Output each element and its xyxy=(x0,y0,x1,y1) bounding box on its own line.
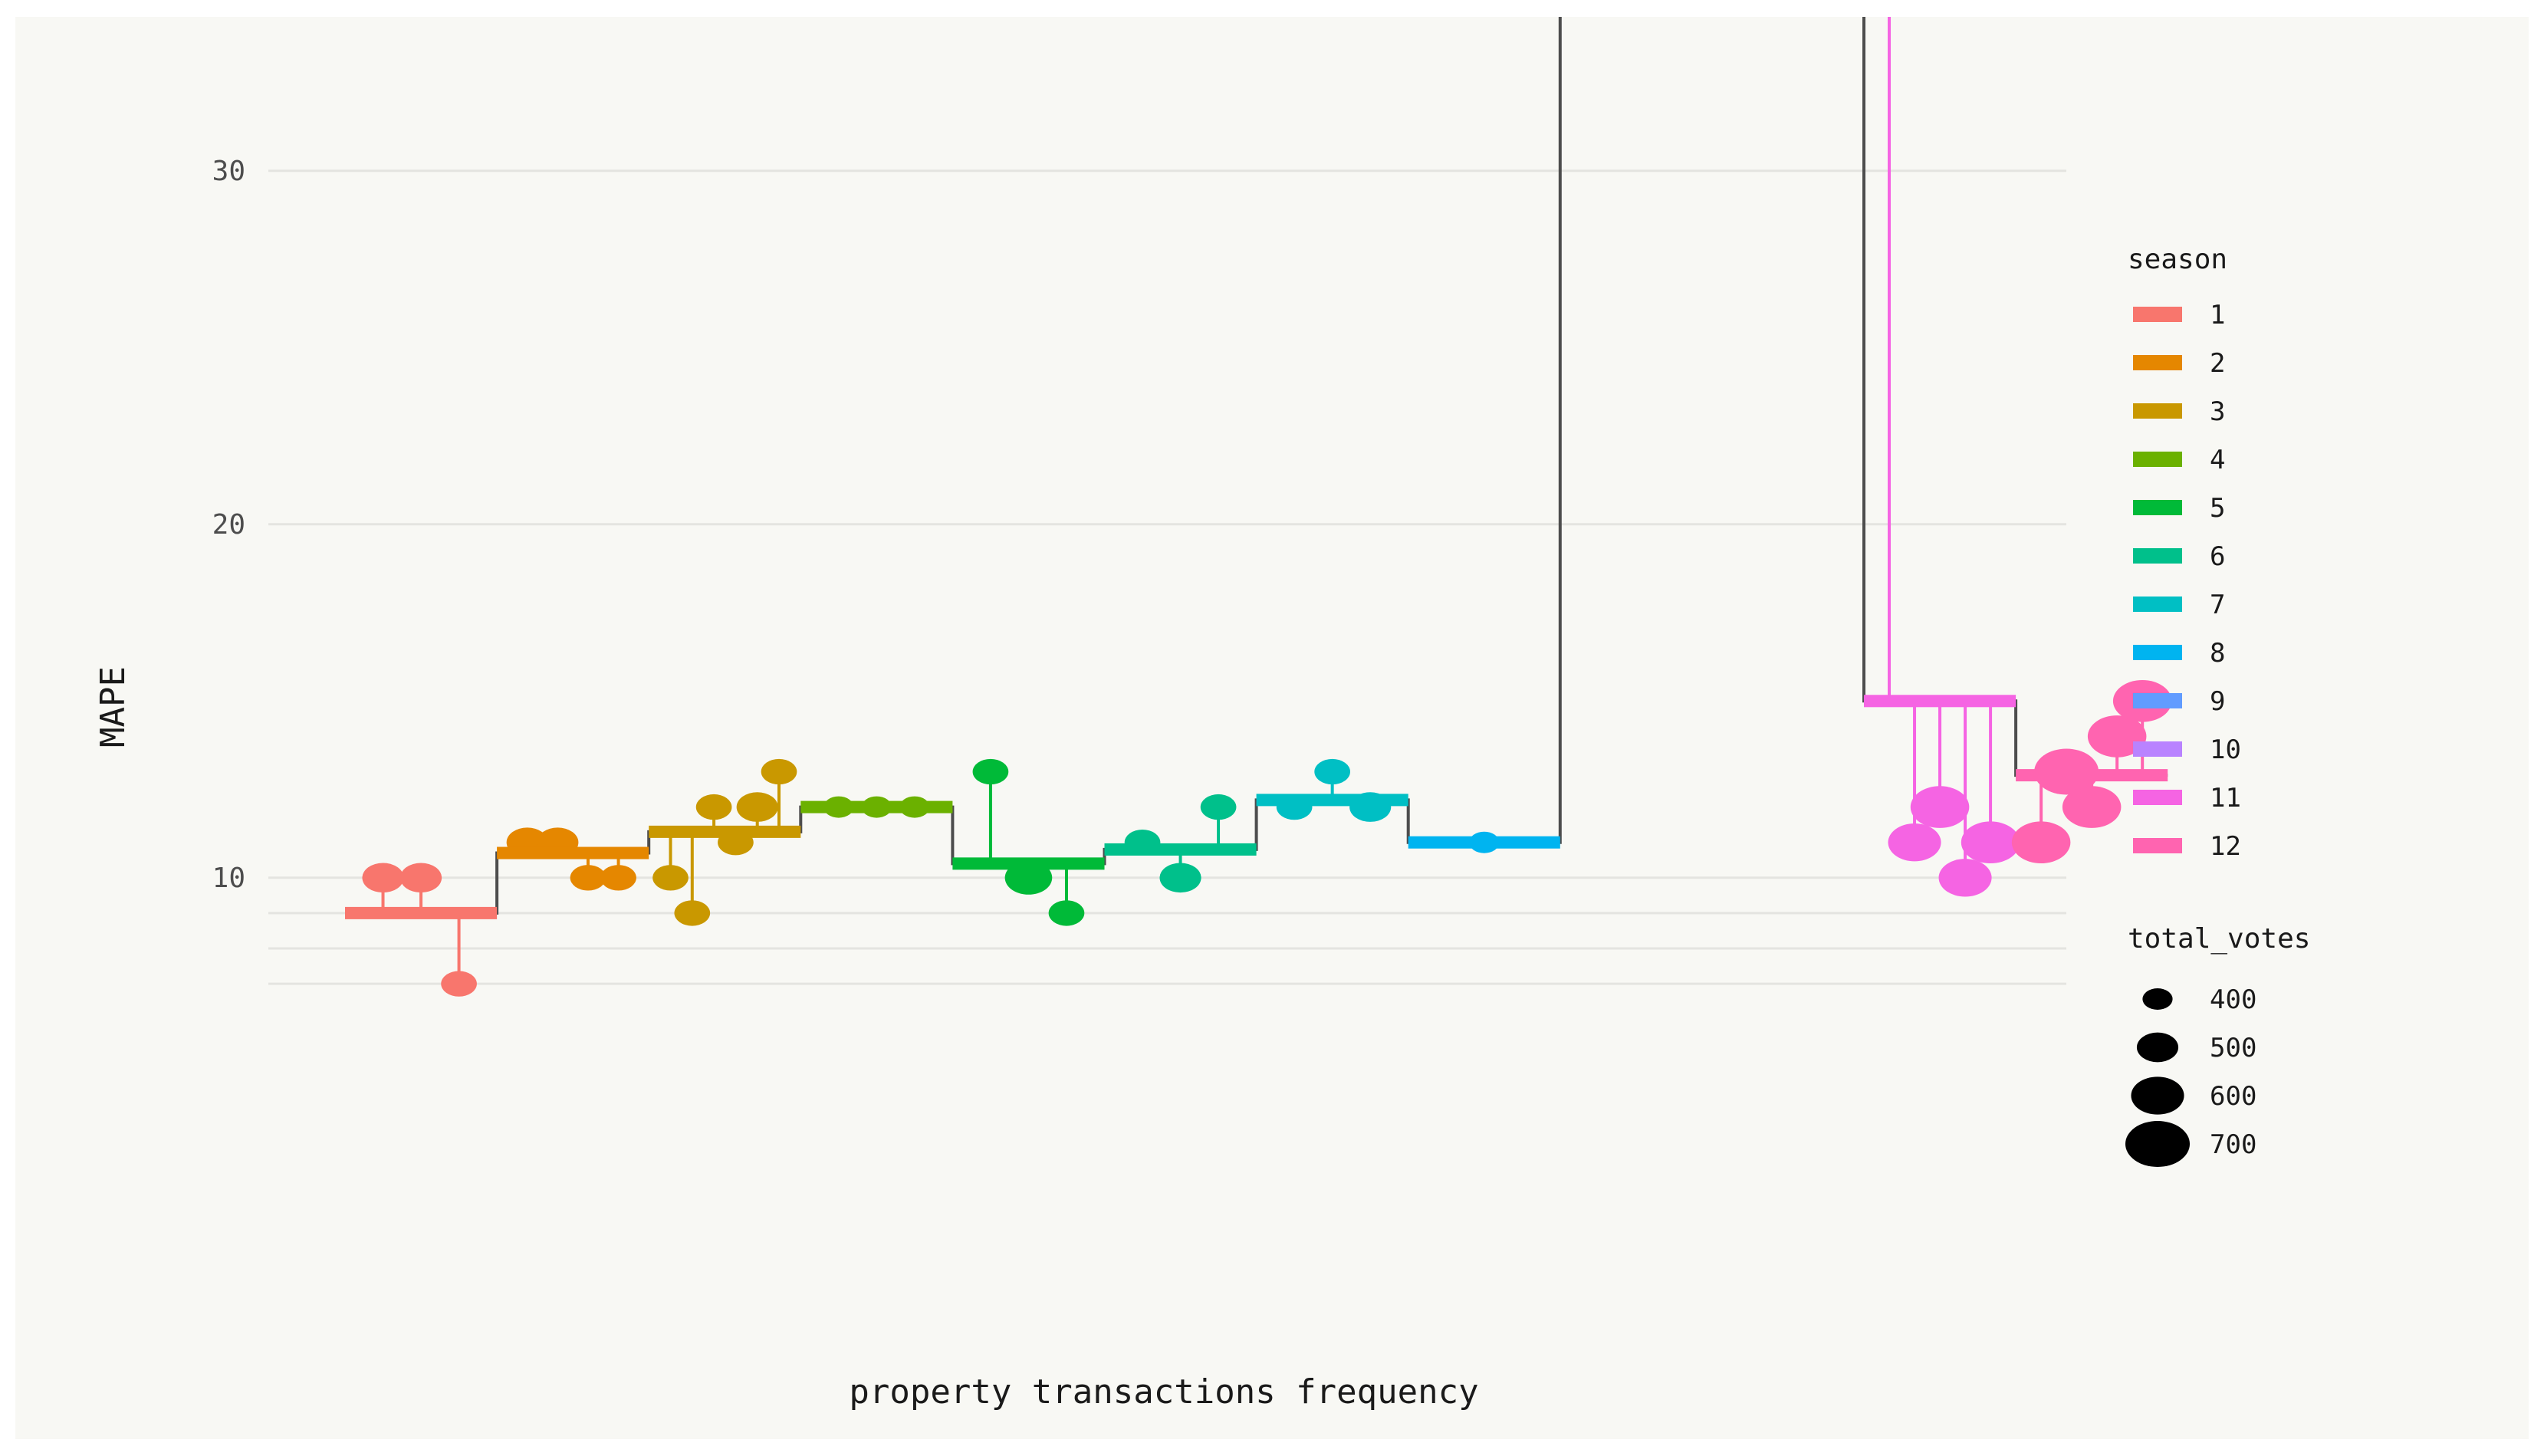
point-season-12 xyxy=(2062,786,2122,828)
level-segment-season-8 xyxy=(1408,836,1560,849)
legend-key-season-2 xyxy=(2133,355,2182,370)
legend-label-season-5: 5 xyxy=(2210,493,2225,524)
y-tick-label-20: 20 xyxy=(212,509,245,541)
legend-key-season-9 xyxy=(2133,693,2182,708)
level-segment-season-7 xyxy=(1256,794,1408,807)
legend-label-season-2: 2 xyxy=(2210,348,2225,379)
point-season-3 xyxy=(652,865,689,891)
point-season-11 xyxy=(1888,823,1941,862)
legend-key-season-6 xyxy=(2133,548,2182,564)
point-season-1 xyxy=(362,863,404,893)
legend-label-season-11: 11 xyxy=(2210,783,2241,813)
step-chart: 10203040 MAPE property transactions freq… xyxy=(94,17,2310,1412)
legend-size-key-500 xyxy=(2136,1032,2179,1063)
legend-size-key-600 xyxy=(2131,1076,2184,1115)
point-season-3 xyxy=(674,900,711,926)
point-season-2 xyxy=(600,865,636,891)
level-segment-season-5 xyxy=(952,857,1105,870)
legend-label-season-9: 9 xyxy=(2210,686,2225,717)
chart-panel: 10203040 MAPE property transactions freq… xyxy=(15,17,2529,1439)
grid-lines xyxy=(268,169,2066,985)
legend-label-season-8: 8 xyxy=(2210,638,2225,669)
level-segment-season-1 xyxy=(345,906,498,919)
y-axis-title: MAPE xyxy=(94,666,133,748)
legend-label-season-3: 3 xyxy=(2210,396,2225,427)
legend-label-season-6: 6 xyxy=(2210,541,2225,572)
point-season-3 xyxy=(736,792,778,822)
y-tick-label-10: 10 xyxy=(212,863,245,894)
point-season-6 xyxy=(1159,863,1201,893)
legend-size-label-700: 700 xyxy=(2210,1129,2256,1160)
point-season-12 xyxy=(2087,715,2147,758)
legend-key-season-7 xyxy=(2133,597,2182,612)
level-segment-season-3 xyxy=(649,825,801,838)
legend-key-season-8 xyxy=(2133,645,2182,660)
point-season-3 xyxy=(761,758,797,785)
legend-label-season-10: 10 xyxy=(2210,735,2241,765)
level-segment-season-11 xyxy=(1864,695,2016,708)
legend-size-label-600: 600 xyxy=(2210,1081,2256,1112)
level-segment-season-6 xyxy=(1104,843,1257,856)
legend-size-key-400 xyxy=(2142,988,2173,1010)
season-legend-title: season xyxy=(2128,244,2227,275)
legend-key-season-3 xyxy=(2133,403,2182,419)
point-season-1 xyxy=(441,971,477,997)
point-season-2 xyxy=(570,865,606,891)
point-season-7 xyxy=(1314,758,1350,785)
legend-size-label-400: 400 xyxy=(2210,984,2256,1015)
legend-key-season-10 xyxy=(2133,741,2182,757)
total-votes-legend-title: total_votes xyxy=(2128,923,2310,955)
point-season-5 xyxy=(1048,900,1085,926)
point-season-11 xyxy=(1938,859,1992,897)
x-axis-title: property transactions frequency xyxy=(849,1372,1478,1412)
point-season-1 xyxy=(399,863,442,893)
legend-size-key-700 xyxy=(2125,1121,2190,1167)
level-segment-season-12 xyxy=(2016,769,2168,782)
point-season-3 xyxy=(695,794,732,820)
level-segment-season-2 xyxy=(497,846,649,859)
season-level-segments xyxy=(345,695,2168,919)
legend-key-season-12 xyxy=(2133,838,2182,853)
point-season-6 xyxy=(1200,794,1237,820)
y-tick-labels: 10203040 xyxy=(212,156,245,894)
total-votes-legend: total_votes 400 500 600 700 xyxy=(2125,923,2310,1167)
step-line xyxy=(345,17,2168,915)
point-season-11 xyxy=(1961,821,2020,864)
point-stems xyxy=(381,17,2145,984)
legend-key-season-4 xyxy=(2133,452,2182,467)
legend-label-season-1: 1 xyxy=(2210,300,2225,330)
y-tick-label-30: 30 xyxy=(212,156,245,187)
legend-key-season-11 xyxy=(2133,790,2182,805)
legend-key-season-5 xyxy=(2133,500,2182,515)
legend-size-label-500: 500 xyxy=(2210,1033,2256,1063)
point-season-12 xyxy=(2011,821,2071,864)
legend-label-season-7: 7 xyxy=(2210,590,2225,620)
point-season-5 xyxy=(972,758,1009,785)
legend-label-season-4: 4 xyxy=(2210,445,2225,475)
point-season-11 xyxy=(1910,786,1970,828)
legend-key-season-1 xyxy=(2133,307,2182,322)
level-segment-season-4 xyxy=(800,800,953,813)
legend-label-season-12: 12 xyxy=(2210,831,2241,862)
